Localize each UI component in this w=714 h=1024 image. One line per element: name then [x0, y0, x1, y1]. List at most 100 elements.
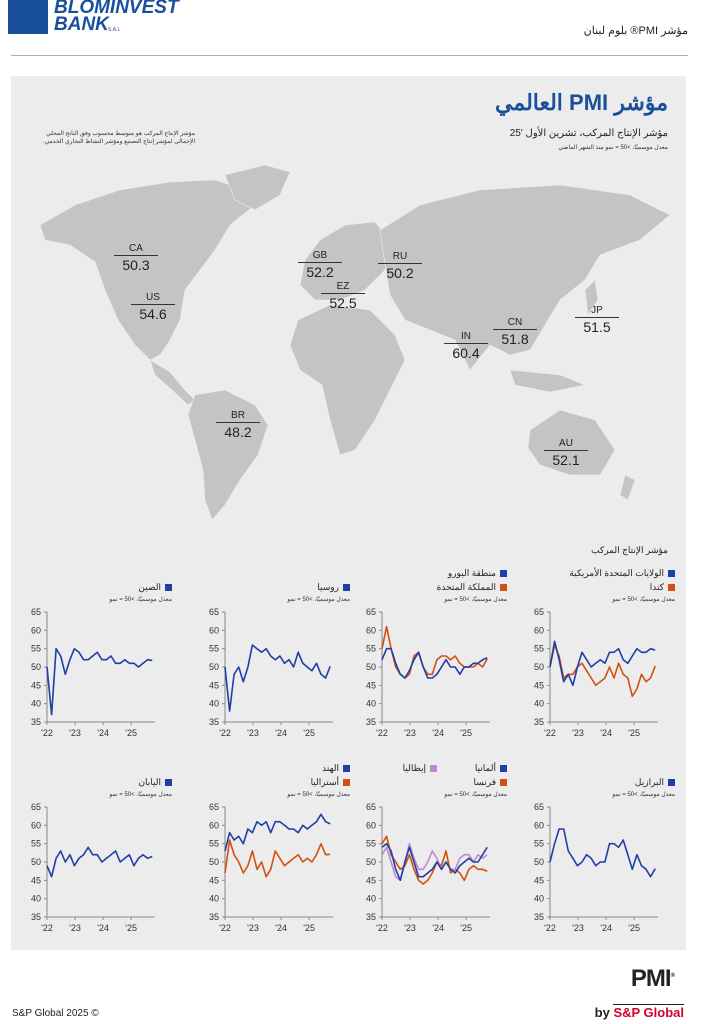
y-tick-label: 40	[31, 894, 41, 904]
legend-label: المملكة المتحدة	[436, 582, 496, 592]
country-value: 50.2	[386, 265, 414, 281]
legend-item: الهند	[322, 763, 350, 774]
chart-note: معدل موسميًا، >50 = نمو	[612, 792, 675, 798]
x-tick-label: '25	[125, 923, 137, 933]
country-value: 52.5	[329, 295, 357, 311]
chart-note: معدل موسميًا، >50 = نمو	[612, 597, 675, 603]
y-tick-label: 35	[534, 717, 544, 727]
country-code: AU	[544, 438, 588, 451]
map-asia	[379, 184, 671, 371]
map-subtitle: مؤشر الإنتاج المركب، تشرين الأول '25	[509, 128, 668, 139]
legend-item: اليابان	[138, 777, 172, 788]
country-value: 50.3	[122, 257, 150, 273]
chart-svg: 65 60 55 50 45 40 35'22 '23 '24 '25	[31, 607, 155, 738]
map-label-gb: GB 52.2	[298, 250, 342, 280]
y-tick-label: 55	[366, 644, 376, 654]
legend-swatch	[165, 779, 172, 786]
country-value: 51.8	[501, 331, 529, 347]
pmi-reg: ®	[670, 973, 676, 979]
legend-label: إيطاليا	[402, 763, 426, 773]
chart-svg: 65 60 55 50 45 40 35'22 '23 '24 '25	[366, 607, 490, 738]
y-tick-label: 45	[31, 875, 41, 885]
series-line-0	[549, 640, 656, 687]
y-tick-label: 55	[534, 644, 544, 654]
y-tick-label: 65	[366, 607, 376, 617]
legend-label: الصين	[138, 582, 161, 592]
chart-svg: 65 60 55 50 45 40 35'22 '23 '24 '25	[209, 607, 333, 738]
country-value: 52.2	[306, 264, 334, 280]
x-tick-label: '25	[125, 728, 137, 738]
y-tick-label: 35	[209, 912, 219, 922]
x-tick-label: '22	[544, 923, 556, 933]
y-tick-label: 35	[31, 912, 41, 922]
y-tick-label: 50	[366, 857, 376, 867]
y-tick-label: 60	[31, 625, 41, 635]
y-tick-label: 50	[31, 857, 41, 867]
legend-item: منطقة اليورو	[448, 568, 507, 579]
legend-item: البرازيل	[635, 777, 675, 788]
x-tick-label: '24	[97, 923, 109, 933]
map-subnote: معدل موسميًا، >50 = نمو منذ الشهر الماضي	[558, 145, 668, 151]
x-tick-label: '24	[97, 728, 109, 738]
chart-note: معدل موسميًا، >50 = نمو	[444, 597, 507, 603]
legend-swatch	[668, 570, 675, 577]
y-tick-label: 40	[534, 699, 544, 709]
legend-label: الولايات المتحدة الأمريكية	[569, 568, 664, 578]
y-tick-label: 65	[534, 802, 544, 812]
country-value: 48.2	[224, 424, 252, 440]
legend-label: أستراليا	[310, 777, 339, 787]
series-line-0	[549, 828, 656, 878]
x-tick-label: '22	[219, 728, 231, 738]
y-tick-label: 50	[534, 662, 544, 672]
chart-3: الصين معدل موسميًا، >50 = نمو 65 60 55 50 45 40…	[17, 562, 172, 742]
country-code: JP	[575, 305, 619, 318]
x-tick-label: '22	[544, 728, 556, 738]
y-tick-label: 60	[366, 625, 376, 635]
chart-svg: 65 60 55 50 45 40 35'22 '23 '24 '25	[534, 607, 658, 738]
legend-swatch	[430, 765, 437, 772]
y-tick-label: 45	[209, 680, 219, 690]
y-tick-label: 45	[534, 680, 544, 690]
legend-label: منطقة اليورو	[447, 568, 496, 578]
series-line-0	[381, 842, 488, 882]
y-tick-label: 65	[366, 802, 376, 812]
series-line-0	[381, 647, 488, 679]
series-line-0	[46, 846, 153, 878]
map-label-ez: EZ 52.5	[321, 281, 365, 311]
y-tick-label: 55	[31, 839, 41, 849]
x-tick-label: '25	[303, 728, 315, 738]
y-tick-label: 40	[209, 699, 219, 709]
chart-5: ألمانيا فرنسا إيطاليا معدل موسميًا، >50 = ن…	[352, 757, 507, 937]
y-tick-label: 60	[366, 820, 376, 830]
chart-6: الهند أستراليا معدل موسميًا، >50 = نمو 65 60…	[195, 757, 350, 937]
x-tick-label: '22	[41, 728, 53, 738]
chart-note: معدل موسميًا، >50 = نمو	[287, 597, 350, 603]
legend-item: المملكة المتحدة	[437, 582, 507, 593]
country-code: IN	[444, 331, 488, 344]
country-code: EZ	[321, 281, 365, 294]
chart-svg: 65 60 55 50 45 40 35'22 '23 '24 '25	[209, 802, 333, 933]
legend-label: فرنسا	[473, 777, 496, 787]
map-label-in: IN 60.4	[444, 331, 488, 361]
brand-line1: BLOMINVEST	[54, 0, 179, 18]
y-tick-label: 55	[209, 644, 219, 654]
pmi-text: PMI	[630, 965, 672, 992]
legend-swatch	[343, 779, 350, 786]
legend-item: الولايات المتحدة الأمريكية	[569, 568, 675, 579]
map-label-au: AU 52.1	[544, 438, 588, 468]
legend-item: الصين	[138, 582, 172, 593]
y-tick-label: 45	[366, 680, 376, 690]
chart-2: روسيا معدل موسميًا، >50 = نمو 65 60 55 50 45 40…	[195, 562, 350, 742]
legend-swatch	[500, 584, 507, 591]
country-code: CA	[114, 243, 158, 256]
series-line-1	[381, 835, 488, 885]
x-tick-label: '23	[69, 923, 81, 933]
map-africa	[289, 304, 406, 456]
x-tick-label: '22	[41, 923, 53, 933]
map-greenland	[224, 164, 291, 211]
y-tick-label: 35	[366, 912, 376, 922]
x-tick-label: '24	[600, 923, 612, 933]
y-tick-label: 45	[209, 875, 219, 885]
map-central-america	[149, 359, 196, 406]
x-tick-label: '23	[572, 923, 584, 933]
